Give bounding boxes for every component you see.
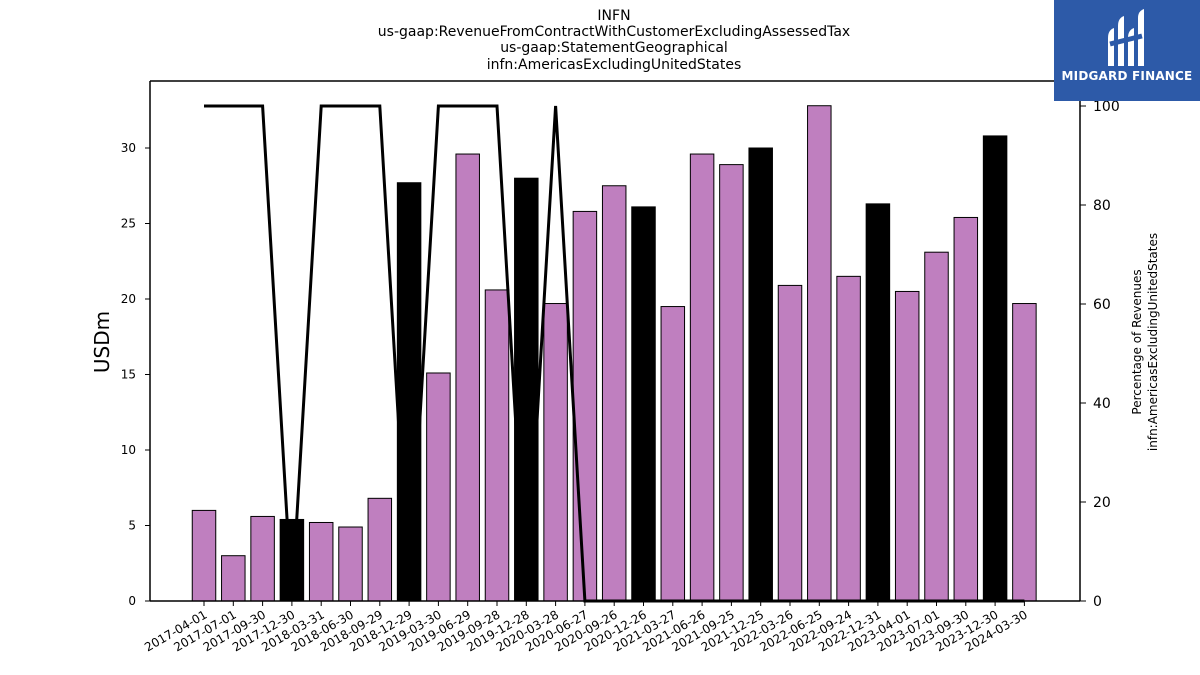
bar	[191, 509, 217, 602]
y-tick-label: 20	[121, 292, 136, 306]
right-y-axis-label-line: Percentage of Revenues	[1130, 269, 1144, 414]
bar	[807, 105, 832, 602]
bar	[572, 210, 598, 602]
right-y-axis-ticks: 0 20 40 60 80 100	[1080, 99, 1120, 610]
y-tick-label: 5	[128, 519, 136, 533]
x-axis-ticks: 2017-04-012017-07-012017-09-302017-12-30…	[142, 601, 1030, 654]
y-tick-label: 10	[121, 443, 136, 457]
bar	[924, 251, 949, 602]
bar	[1012, 303, 1037, 602]
bar	[396, 182, 422, 602]
right-y-tick-label: 80	[1093, 198, 1111, 214]
y-tick-label: 15	[121, 368, 136, 382]
right-y-tick-label: 0	[1093, 594, 1102, 610]
chart-title: INFN us-gaap:RevenueFromContractWithCust…	[378, 8, 850, 73]
bar	[338, 526, 363, 602]
bar	[777, 284, 803, 602]
bar	[865, 203, 891, 602]
left-y-axis-ticks: 0 5 10 15 20 25 30	[121, 141, 150, 608]
y-tick-label: 0	[128, 594, 136, 608]
bar	[719, 164, 744, 602]
bar	[250, 515, 275, 602]
bar	[953, 216, 979, 602]
right-y-tick-label: 20	[1093, 495, 1111, 511]
bar	[748, 147, 773, 602]
title-line: infn:AmericasExcludingUnitedStates	[487, 57, 742, 73]
logo-mark-icon	[1108, 9, 1144, 66]
bar	[836, 275, 861, 602]
y-tick-label: 25	[121, 217, 136, 231]
title-line: us-gaap:RevenueFromContractWithCustomerE…	[378, 24, 850, 40]
y-axis-label: USDm	[90, 311, 114, 373]
right-y-tick-label: 60	[1093, 297, 1111, 313]
bar	[308, 521, 334, 602]
bar	[689, 153, 715, 602]
bar	[484, 289, 510, 602]
bar	[367, 497, 393, 602]
bar	[426, 372, 451, 602]
right-y-tick-label: 100	[1093, 99, 1120, 115]
midgard-finance-logo: MIDGARD FINANCE	[1054, 0, 1200, 101]
logo-text: MIDGARD FINANCE	[1061, 69, 1193, 83]
bar	[601, 185, 627, 602]
bar	[514, 177, 539, 602]
right-y-tick-label: 40	[1093, 396, 1111, 412]
bar	[631, 206, 656, 602]
bar	[455, 153, 480, 602]
bar	[221, 555, 246, 602]
bar	[894, 290, 920, 602]
bar	[660, 306, 686, 602]
right-y-axis-label: Percentage of Revenues infn:AmericasExcl…	[1130, 233, 1160, 451]
bar-series	[191, 105, 1037, 602]
y-tick-label: 30	[121, 141, 136, 155]
right-y-axis-label-line: infn:AmericasExcludingUnitedStates	[1146, 233, 1160, 451]
title-line: INFN	[597, 8, 630, 24]
axes	[149, 80, 1081, 602]
bar	[543, 303, 568, 602]
title-line: us-gaap:StatementGeographical	[500, 40, 728, 56]
bar	[982, 135, 1008, 602]
